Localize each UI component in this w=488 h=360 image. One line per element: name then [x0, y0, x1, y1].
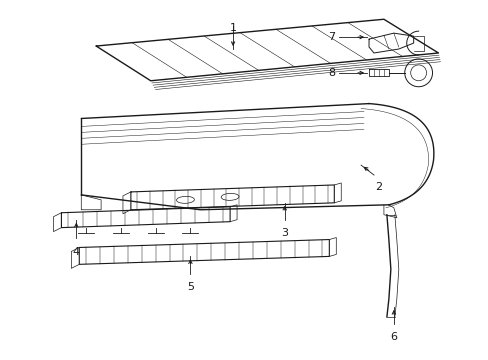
Text: 7: 7	[327, 32, 334, 42]
Text: 3: 3	[281, 228, 287, 238]
Text: 4: 4	[73, 247, 80, 257]
Text: 5: 5	[186, 282, 194, 292]
Text: 2: 2	[375, 182, 382, 192]
Text: 1: 1	[229, 23, 236, 33]
Text: 6: 6	[389, 332, 397, 342]
Text: 8: 8	[327, 68, 334, 78]
